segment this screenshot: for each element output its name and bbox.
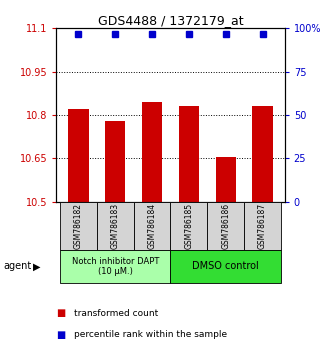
- Bar: [253, 107, 273, 202]
- Text: GSM786184: GSM786184: [148, 202, 157, 249]
- Bar: [60, 202, 97, 250]
- Text: GSM786183: GSM786183: [111, 202, 120, 249]
- Text: ■: ■: [56, 330, 66, 339]
- Bar: [244, 202, 281, 250]
- Bar: [179, 107, 199, 202]
- Bar: [97, 202, 134, 250]
- Bar: [105, 121, 125, 202]
- Bar: [60, 250, 170, 283]
- Text: ▶: ▶: [33, 261, 41, 272]
- Text: ■: ■: [56, 308, 66, 318]
- Bar: [207, 202, 244, 250]
- Bar: [68, 109, 88, 202]
- Text: GSM786187: GSM786187: [258, 202, 267, 249]
- Text: agent: agent: [3, 261, 31, 272]
- Text: percentile rank within the sample: percentile rank within the sample: [74, 330, 228, 339]
- Bar: [170, 250, 281, 283]
- Text: Notch inhibitor DAPT
(10 μM.): Notch inhibitor DAPT (10 μM.): [71, 257, 159, 276]
- Text: DMSO control: DMSO control: [192, 261, 259, 272]
- Text: transformed count: transformed count: [74, 309, 159, 318]
- Title: GDS4488 / 1372179_at: GDS4488 / 1372179_at: [98, 14, 243, 27]
- Text: GSM786186: GSM786186: [221, 202, 230, 249]
- Bar: [134, 202, 170, 250]
- Bar: [142, 102, 162, 202]
- Bar: [215, 157, 236, 202]
- Text: GSM786185: GSM786185: [184, 202, 193, 249]
- Text: GSM786182: GSM786182: [74, 203, 83, 249]
- Bar: [170, 202, 207, 250]
